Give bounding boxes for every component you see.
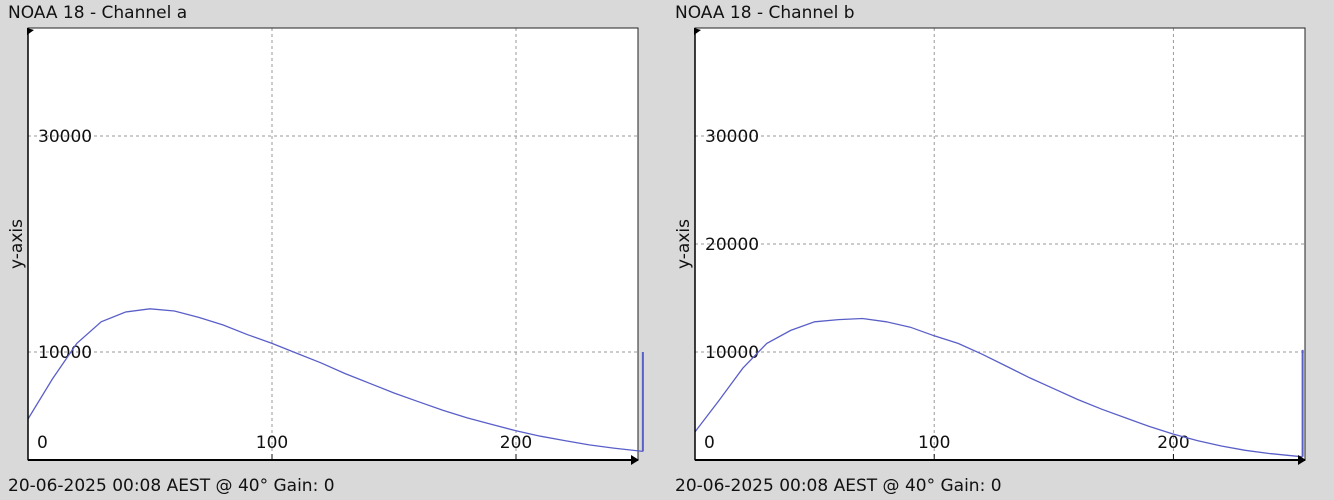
y-axis-label: y-axis (7, 219, 27, 269)
plot-area (28, 28, 638, 460)
x-tick-label: 0 (37, 433, 48, 453)
x-tick-label: 100 (918, 433, 950, 453)
chart-b-svg: 0 100 200 10000 20000 30000 y-axis (674, 27, 1306, 465)
y-tick-label: 20000 (705, 235, 759, 255)
y-tick-label: 10000 (705, 343, 759, 363)
x-tick-label: 100 (256, 433, 288, 453)
x-axis-arrow (631, 455, 639, 465)
y-tick-label: 10000 (38, 343, 92, 363)
status-footer: 20-06-2025 00:08 AEST @ 40° Gain: 0 (675, 476, 1002, 496)
chart-title: NOAA 18 - Channel a (8, 3, 188, 23)
y-axis-arrow (694, 28, 701, 35)
series-line (27, 308, 643, 453)
plot-area (695, 28, 1305, 460)
y-axis-label: y-axis (674, 219, 694, 269)
x-tick-label: 0 (704, 433, 715, 453)
status-footer: 20-06-2025 00:08 AEST @ 40° Gain: 0 (8, 476, 335, 496)
x-tick-label: 200 (500, 433, 532, 453)
y-tick-label: 30000 (38, 127, 92, 147)
chart-title: NOAA 18 - Channel b (675, 3, 855, 23)
series-line (694, 317, 1303, 458)
y-tick-label: 30000 (705, 127, 759, 147)
x-tick-label: 200 (1157, 433, 1189, 453)
chart-panel-a: NOAA 18 - Channel a 0 100 200 10000 30000 y-a… (7, 3, 644, 496)
chart-a-svg: 0 100 200 10000 30000 y-axis (7, 27, 644, 465)
chart-panel-b: NOAA 18 - Channel b 0 100 200 10000 20000 300… (667, 0, 1334, 500)
x-axis-arrow (1298, 455, 1306, 465)
y-axis-arrow (27, 28, 34, 35)
